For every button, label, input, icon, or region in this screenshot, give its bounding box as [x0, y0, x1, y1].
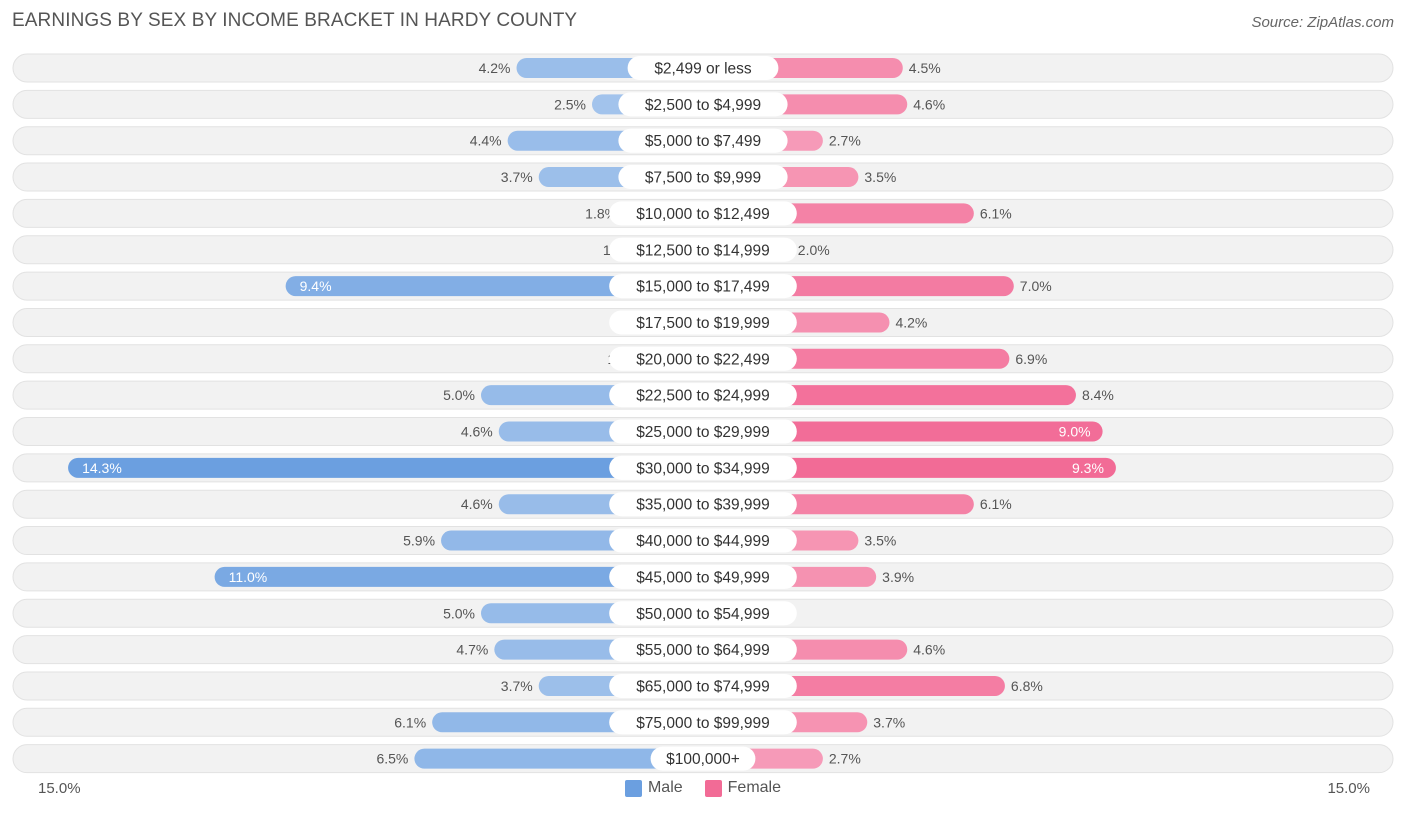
- category-label: $15,000 to $17,499: [636, 279, 770, 296]
- male-value-label: 3.7%: [501, 169, 533, 185]
- category-label: $7,500 to $9,999: [645, 170, 761, 187]
- category-label: $65,000 to $74,999: [636, 678, 770, 695]
- category-label: $35,000 to $39,999: [636, 497, 770, 514]
- legend-label-male: Male: [647, 779, 683, 796]
- female-value-label: 6.1%: [980, 496, 1012, 512]
- category-pill: [609, 673, 797, 698]
- female-value-label: 6.9%: [1015, 351, 1047, 367]
- female-value-label: 7.0%: [1020, 278, 1052, 294]
- category-pill: [609, 637, 797, 662]
- female-value-label: 9.0%: [1059, 424, 1091, 440]
- category-pill: [609, 455, 797, 480]
- female-value-label: 3.7%: [873, 714, 905, 730]
- category-label: $75,000 to $99,999: [636, 715, 770, 732]
- category-pill: [609, 383, 797, 408]
- category-label: $22,500 to $24,999: [636, 388, 770, 405]
- category-label: $55,000 to $64,999: [636, 642, 770, 659]
- male-value-label: 2.5%: [554, 96, 586, 112]
- female-value-label: 3.9%: [882, 569, 914, 585]
- legend-item-male[interactable]: Male: [624, 779, 683, 797]
- bar-male: [285, 276, 703, 297]
- category-pill: [609, 492, 797, 517]
- category-pill: [618, 128, 788, 153]
- male-value-label: 4.4%: [470, 133, 502, 149]
- bar-male: [214, 566, 703, 587]
- category-pill: [618, 92, 788, 117]
- female-value-label: 6.1%: [980, 205, 1012, 221]
- male-value-label: 9.4%: [300, 278, 332, 294]
- chart-title: EARNINGS BY SEX BY INCOME BRACKET IN HAR…: [12, 10, 578, 31]
- axis-right-label: 15.0%: [1327, 780, 1370, 797]
- category-pill: [609, 564, 797, 589]
- category-label: $20,000 to $22,499: [636, 351, 770, 368]
- category-pill: [609, 419, 797, 444]
- female-value-label: 4.2%: [895, 314, 927, 330]
- male-value-label: 1.8%: [585, 205, 617, 221]
- category-label: $2,499 or less: [654, 61, 752, 78]
- legend-swatch-male: [624, 779, 642, 797]
- category-label: $25,000 to $29,999: [636, 424, 770, 441]
- male-value-label: 4.6%: [461, 496, 493, 512]
- female-value-label: 6.8%: [1011, 678, 1043, 694]
- category-pill: [618, 165, 788, 190]
- axis-left-label: 15.0%: [38, 780, 81, 797]
- category-pill: [609, 710, 797, 735]
- legend-item-female[interactable]: Female: [704, 779, 782, 797]
- male-value-label: 6.5%: [376, 751, 408, 767]
- category-label: $50,000 to $54,999: [636, 606, 770, 623]
- bar-female: [703, 385, 1076, 406]
- female-value-label: 2.7%: [829, 751, 861, 767]
- category-label: $40,000 to $44,999: [636, 533, 770, 550]
- bar-female: [703, 421, 1103, 442]
- category-label: $100,000+: [666, 751, 740, 768]
- male-value-label: 4.7%: [456, 642, 488, 658]
- male-value-label: 5.9%: [403, 533, 435, 549]
- female-value-label: 2.7%: [829, 133, 861, 149]
- bar-female: [703, 457, 1116, 478]
- female-value-label: 4.5%: [909, 60, 941, 76]
- category-label: $30,000 to $34,999: [636, 460, 770, 477]
- male-value-label: 4.2%: [479, 60, 511, 76]
- category-pill: [609, 237, 797, 262]
- category-pill: [609, 346, 797, 371]
- category-pill: [609, 201, 797, 226]
- male-value-label: 14.3%: [82, 460, 122, 476]
- female-value-label: 4.6%: [913, 642, 945, 658]
- female-value-label: 8.4%: [1082, 387, 1114, 403]
- male-value-label: 5.0%: [443, 605, 475, 621]
- category-pill: [609, 310, 797, 335]
- category-label: $17,500 to $19,999: [636, 315, 770, 332]
- category-pill: [609, 274, 797, 299]
- category-label: $5,000 to $7,499: [645, 133, 761, 150]
- category-pill: [609, 601, 797, 626]
- male-value-label: 11.0%: [229, 569, 268, 585]
- category-label: $10,000 to $12,499: [636, 206, 770, 223]
- legend: Male Female: [0, 779, 1406, 797]
- category-pill: [609, 528, 797, 553]
- category-label: $45,000 to $49,999: [636, 569, 770, 586]
- category-pill: [650, 746, 756, 771]
- bar-male: [414, 748, 703, 769]
- legend-swatch-female: [704, 779, 722, 797]
- female-value-label: 3.5%: [864, 533, 896, 549]
- male-value-label: 4.6%: [461, 424, 493, 440]
- bar-male: [68, 457, 703, 478]
- female-value-label: 3.5%: [864, 169, 896, 185]
- female-value-label: 2.0%: [798, 242, 830, 258]
- male-value-label: 5.0%: [443, 387, 475, 403]
- category-pill: [627, 56, 779, 80]
- category-label: $2,500 to $4,999: [645, 97, 761, 114]
- female-value-label: 4.6%: [913, 96, 945, 112]
- source-credit: Source: ZipAtlas.com: [1251, 14, 1394, 31]
- category-label: $12,500 to $14,999: [636, 242, 770, 259]
- male-value-label: 6.1%: [394, 714, 426, 730]
- male-value-label: 3.7%: [501, 678, 533, 694]
- legend-label-female: Female: [727, 779, 782, 796]
- female-value-label: 9.3%: [1072, 460, 1104, 476]
